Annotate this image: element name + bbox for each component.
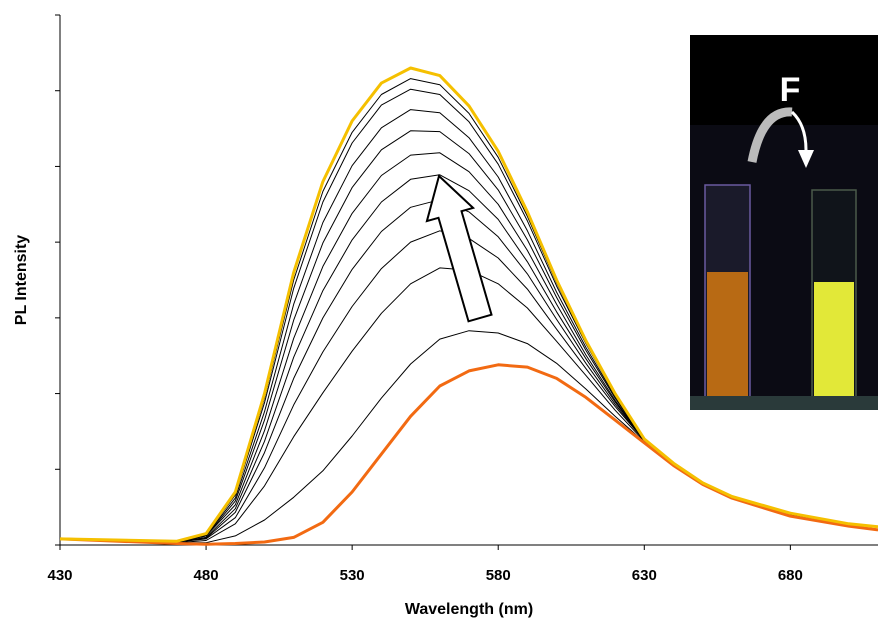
vial-right-liquid <box>814 282 854 404</box>
x-tick-label: 480 <box>194 567 219 584</box>
x-tick-label: 430 <box>47 567 72 584</box>
x-tick-label: 530 <box>340 567 365 584</box>
x-tick-label: 630 <box>632 567 657 584</box>
x-tick-label: 680 <box>778 567 803 584</box>
plot-area: 430 480 530 580 630 680 <box>47 14 878 584</box>
inset-photo: F <box>690 35 878 410</box>
curved-arrow <box>747 107 793 163</box>
y-axis-title: PL Intensity <box>13 235 30 325</box>
curved-arrow-tail <box>790 110 808 151</box>
inset-label: F <box>780 71 801 109</box>
trend-arrow <box>425 174 493 323</box>
series-line <box>59 66 878 543</box>
curved-arrow-head <box>798 150 814 168</box>
x-tick-label: 580 <box>486 567 511 584</box>
vial-left-liquid <box>707 272 748 398</box>
inset-floor <box>690 396 878 410</box>
x-axis-title: Wavelength (nm) <box>405 601 533 618</box>
